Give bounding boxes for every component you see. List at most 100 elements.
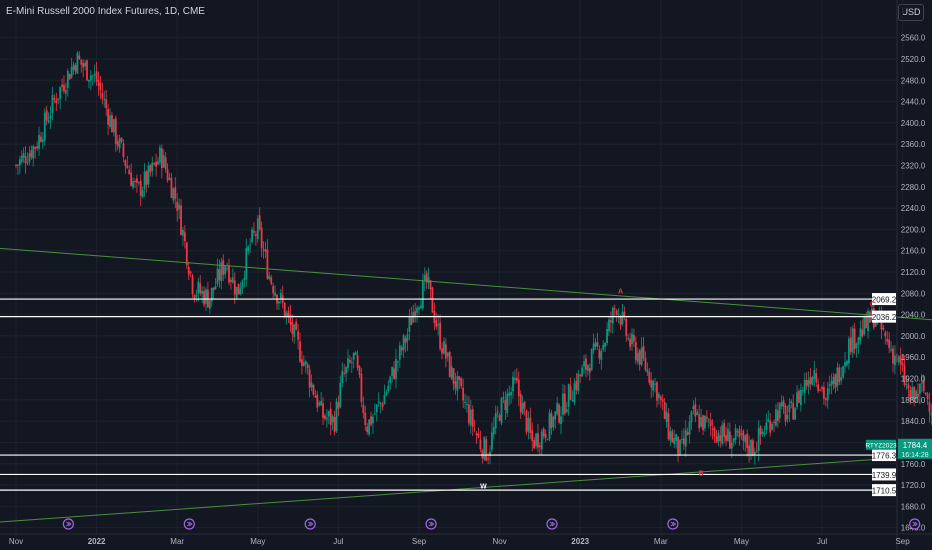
candle-body bbox=[120, 137, 123, 142]
x-axis[interactable]: Nov2022MarMayJulSepNov2023MarMayJulSepNo… bbox=[0, 533, 932, 546]
candle-body bbox=[803, 379, 806, 393]
last-price-tag[interactable] bbox=[898, 438, 932, 459]
candle-body bbox=[136, 178, 138, 183]
candle-body bbox=[458, 376, 461, 381]
candle-body bbox=[492, 427, 495, 435]
candle-body bbox=[40, 136, 42, 142]
candle-body bbox=[356, 355, 359, 368]
level-price-label: 2036.2 bbox=[872, 313, 897, 322]
candle-body bbox=[176, 201, 179, 211]
candle-body bbox=[508, 392, 511, 396]
candle-body bbox=[897, 356, 900, 363]
candle-body bbox=[310, 382, 313, 388]
candle-body bbox=[573, 383, 576, 403]
candle-body bbox=[224, 266, 227, 274]
candle-body bbox=[577, 373, 580, 392]
currency-button[interactable]: USD bbox=[898, 4, 924, 21]
candle-body bbox=[159, 147, 161, 163]
candle-body bbox=[704, 415, 706, 429]
candle-body bbox=[479, 439, 482, 450]
candle-body bbox=[535, 433, 537, 447]
candle-body bbox=[890, 349, 892, 351]
candle-body bbox=[345, 367, 347, 374]
candle-body bbox=[583, 361, 585, 367]
candle-body bbox=[611, 307, 614, 324]
candle-body bbox=[105, 99, 108, 109]
candle-body bbox=[863, 316, 866, 335]
y-axis[interactable]: 2560.0 2520.0 2480.0 2440.0 2400.0 2360.0 2320… bbox=[865, 0, 932, 550]
candle-body bbox=[736, 431, 739, 433]
candle-body bbox=[414, 311, 417, 316]
candle-body bbox=[86, 60, 88, 81]
y-tick-label: 2160.0 bbox=[901, 247, 926, 256]
candle-body bbox=[867, 311, 869, 332]
candle-body bbox=[425, 272, 428, 283]
candle-body bbox=[619, 316, 622, 326]
candle-body bbox=[460, 378, 463, 387]
candle-body bbox=[686, 432, 689, 435]
candle-body bbox=[279, 293, 282, 299]
candle-body bbox=[782, 400, 785, 407]
candle-body bbox=[391, 366, 394, 376]
candle-body bbox=[18, 159, 21, 166]
candle-body bbox=[437, 324, 440, 326]
candle-body bbox=[801, 390, 804, 392]
candle-body bbox=[750, 439, 752, 456]
candle-body bbox=[930, 412, 932, 416]
candle-body bbox=[556, 402, 559, 414]
level-price-label: 2069.2 bbox=[872, 296, 897, 305]
y-tick-label: 2280.0 bbox=[901, 183, 926, 192]
candle-body bbox=[329, 408, 332, 426]
candle-body bbox=[101, 93, 104, 99]
candle-body bbox=[663, 402, 666, 419]
candle-body bbox=[640, 347, 643, 365]
candle-body bbox=[245, 248, 248, 280]
candle-body bbox=[22, 153, 25, 158]
candle-body bbox=[502, 396, 505, 398]
candle-body bbox=[615, 310, 618, 315]
candle-body bbox=[765, 422, 768, 430]
trendline[interactable] bbox=[0, 424, 932, 523]
candle-body bbox=[241, 280, 244, 289]
x-tick-label: 2022 bbox=[88, 537, 106, 546]
candle-body bbox=[423, 274, 426, 282]
candle-body bbox=[364, 412, 367, 426]
candle-body bbox=[112, 119, 115, 133]
candle-body bbox=[214, 286, 217, 289]
candle-body bbox=[375, 404, 378, 413]
event-markers[interactable] bbox=[62, 518, 932, 530]
candles bbox=[15, 51, 932, 465]
horizontal-levels[interactable]: 2069.2 2036.2 1776.3 1739.9 1710.5 bbox=[0, 293, 897, 497]
candle-body bbox=[579, 374, 582, 377]
candle-body bbox=[824, 398, 827, 400]
candle-body bbox=[239, 288, 242, 295]
wave-label: A bbox=[618, 288, 623, 295]
candle-body bbox=[517, 379, 520, 397]
candle-body bbox=[836, 367, 839, 387]
candle-body bbox=[588, 368, 591, 373]
candle-body bbox=[644, 357, 647, 370]
candle-body bbox=[347, 358, 349, 368]
candle-body bbox=[208, 300, 211, 309]
y-tick-label: 2040.0 bbox=[901, 311, 926, 320]
candle-body bbox=[709, 420, 712, 427]
candle-body bbox=[778, 403, 781, 419]
candle-body bbox=[681, 438, 683, 440]
candle-body bbox=[613, 308, 616, 310]
candle-body bbox=[590, 349, 593, 371]
candle-body bbox=[491, 432, 493, 450]
candle-body bbox=[652, 380, 655, 391]
candle-body bbox=[594, 342, 597, 347]
candle-body bbox=[76, 52, 79, 74]
candle-body bbox=[166, 169, 169, 181]
candle-body bbox=[84, 62, 86, 67]
candle-body bbox=[592, 343, 595, 351]
candle-body bbox=[151, 162, 154, 171]
event-marker-glyph bbox=[428, 521, 435, 527]
trendline[interactable] bbox=[0, 247, 932, 353]
candle-body bbox=[728, 431, 731, 449]
trendlines[interactable] bbox=[0, 247, 932, 523]
candle-body bbox=[320, 400, 323, 406]
